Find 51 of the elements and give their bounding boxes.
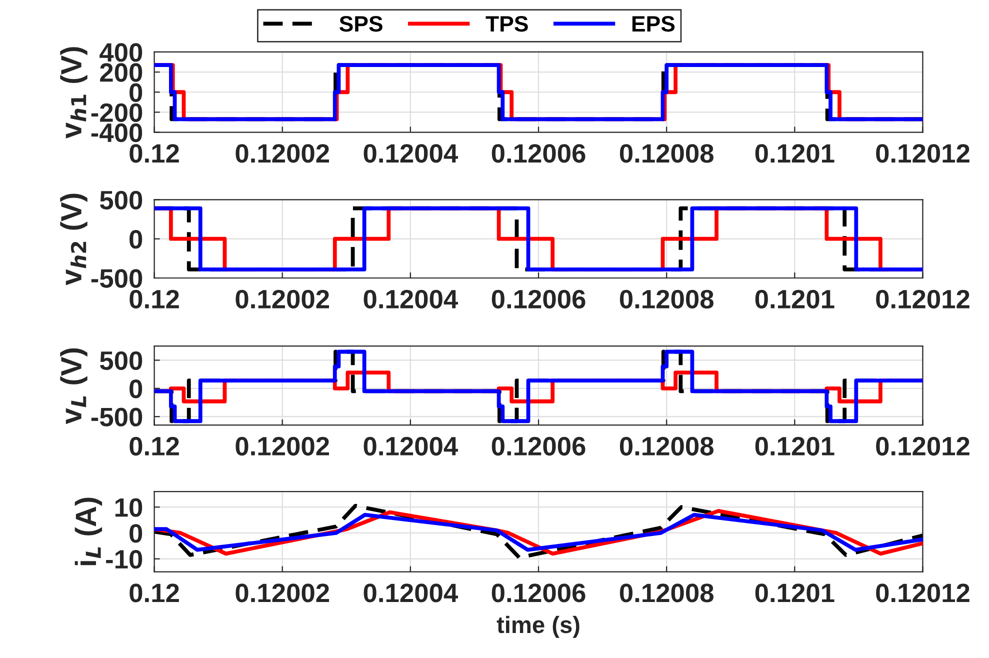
y-tick-label: 500 xyxy=(100,190,142,210)
x-tick-label: 0.12006 xyxy=(492,436,586,456)
x-tick-label: 0.12012 xyxy=(876,290,970,308)
y-tick-label: 10 xyxy=(115,498,142,517)
x-tick-label: 0.12006 xyxy=(492,290,586,308)
x-tick-label: 0.12008 xyxy=(620,144,714,163)
x-tick-label: 0.1201 xyxy=(755,436,834,456)
y-tick-label: 0 xyxy=(130,83,142,102)
y-tick-label: -400 xyxy=(91,123,142,142)
x-tick-label: 0.12 xyxy=(130,436,179,456)
x-tick-label: 0.12002 xyxy=(236,144,329,163)
x-tick-label: 0.12002 xyxy=(236,436,329,456)
x-tick-label: 0.12 xyxy=(130,144,179,163)
legend-label: TPS xyxy=(486,16,528,32)
y-axis-title: i$_{L}$ (A) xyxy=(74,498,102,566)
x-tick-label: 0.12004 xyxy=(364,584,458,602)
x-tick-label: 0.1201 xyxy=(755,584,834,602)
line-series xyxy=(154,504,923,560)
x-tick-label: 0.12012 xyxy=(876,144,970,163)
y-tick-label: -200 xyxy=(91,103,142,122)
y-tick-label: 0 xyxy=(130,380,142,398)
legend-label: EPS xyxy=(632,16,675,32)
y-tick-label: 200 xyxy=(100,63,142,82)
y-tick-label: -500 xyxy=(91,269,142,288)
x-tick-label: 0.12 xyxy=(130,584,179,602)
y-axis-title: v$_{L}$ (V) xyxy=(60,348,88,424)
y-axis-title: v$_{h1}$ (V) xyxy=(60,47,88,139)
x-tick-label: 0.12 xyxy=(130,290,179,308)
x-axis-title: time (s) xyxy=(496,616,580,638)
y-tick-label: 500 xyxy=(100,351,142,370)
x-tick-label: 0.12006 xyxy=(492,144,586,163)
y-tick-label: 0 xyxy=(130,230,142,249)
y-axis-title: v$_{h2}$ (V) xyxy=(60,194,88,286)
y-tick-label: -500 xyxy=(91,408,142,426)
x-tick-label: 0.12004 xyxy=(364,436,458,456)
x-tick-label: 0.12008 xyxy=(620,436,714,456)
y-tick-label: 0 xyxy=(130,524,142,543)
x-tick-label: 0.12006 xyxy=(492,584,586,602)
x-tick-label: 0.12012 xyxy=(876,584,970,602)
legend-label: SPS xyxy=(339,16,382,32)
y-tick-label: -10 xyxy=(106,550,142,569)
x-tick-label: 0.12002 xyxy=(236,584,329,602)
x-tick-label: 0.12008 xyxy=(620,584,714,602)
x-tick-label: 0.12004 xyxy=(364,144,458,163)
x-tick-label: 0.1201 xyxy=(755,144,834,163)
x-tick-label: 0.12002 xyxy=(236,290,329,308)
x-tick-label: 0.1201 xyxy=(755,290,834,308)
x-tick-label: 0.12004 xyxy=(364,290,458,308)
y-tick-label: 400 xyxy=(100,43,142,62)
x-tick-label: 0.12008 xyxy=(620,290,714,308)
x-tick-label: 0.12012 xyxy=(876,436,970,456)
